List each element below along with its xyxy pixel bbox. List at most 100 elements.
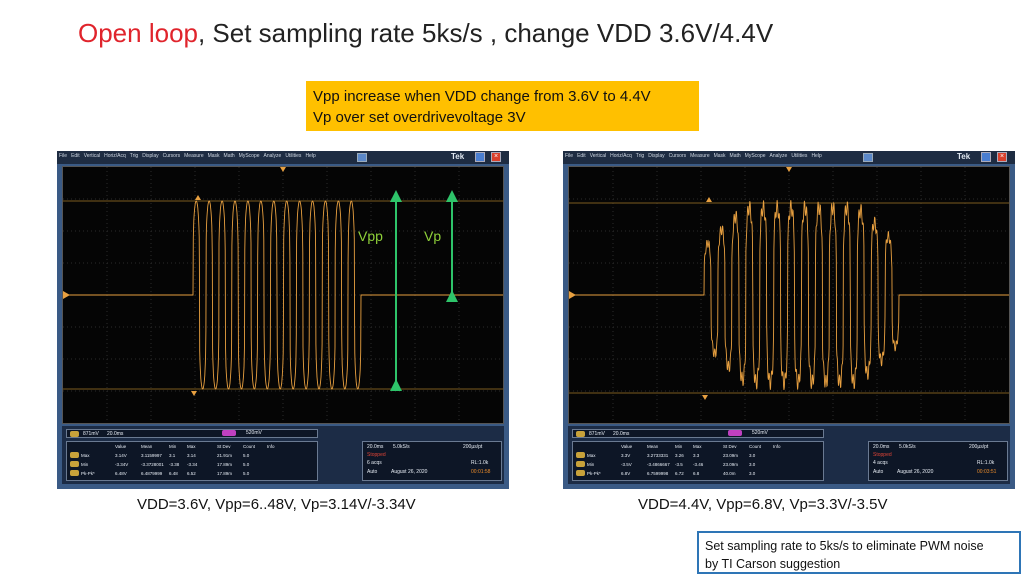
table-cell: 6.4879999 [141, 471, 163, 476]
table-cell: -3.5 [675, 462, 683, 467]
menu-display[interactable]: Display [142, 153, 159, 159]
table-header: Value [115, 444, 127, 449]
time-div: 20.0ms [107, 431, 124, 437]
waveform-trace [63, 200, 503, 390]
scope-screenshot-vdd-3v6: File Edit Vertical Horiz/Acq Trig Display Curs… [57, 151, 509, 489]
menu-mask[interactable]: Mask [207, 153, 220, 159]
menu-vertical[interactable]: Vertical [589, 153, 607, 159]
acq-count: 4 acqs [873, 460, 888, 466]
menu-utilities[interactable]: Utilities [791, 153, 808, 159]
close-icon[interactable]: × [491, 152, 501, 162]
table-row-label: Pk-Pk* [587, 471, 601, 476]
math-badge [728, 430, 742, 436]
tek-logo: Tek [451, 152, 465, 161]
channel-scale-bar: 871mV 20.0ms [572, 429, 824, 438]
help-icon[interactable] [357, 153, 367, 162]
table-header: Mean [647, 444, 659, 449]
table-cell: 17.89m [217, 462, 233, 467]
menu-items: File Edit Vertical Horiz/Acq Trig Display Curs… [565, 153, 826, 159]
table-cell: 6.48 [169, 471, 178, 476]
math-scale-bar: 520mV [728, 429, 824, 438]
menu-myscope[interactable]: MyScope [238, 153, 260, 159]
table-row-label: Min [587, 462, 595, 467]
menu-utilities[interactable]: Utilities [285, 153, 302, 159]
channel-scale-bar: 871mV 20.0ms [66, 429, 318, 438]
trigger-mode: Auto [367, 469, 378, 475]
table-header: St Dev [217, 444, 231, 449]
menu-edit[interactable]: Edit [71, 153, 80, 159]
table-cell: -3.3728001 [141, 462, 164, 467]
table-row-label: Max [587, 453, 596, 458]
menu-measure[interactable]: Measure [184, 153, 204, 159]
waveform-trace [569, 200, 1009, 390]
waveform-display [63, 167, 503, 423]
menu-analyze[interactable]: Analyze [769, 153, 788, 159]
menu-display[interactable]: Display [648, 153, 665, 159]
ground-marker-icon [569, 291, 576, 299]
menu-math[interactable]: Math [729, 153, 741, 159]
table-cell: 5.0 [243, 471, 250, 476]
trigger-position-icon [280, 167, 286, 172]
menu-trig[interactable]: Trig [129, 153, 139, 159]
bottom-note-line-1: Set sampling rate to 5ks/s to eliminate … [705, 539, 984, 553]
horizontal-scale: 20.0ms [367, 444, 384, 450]
menu-myscope[interactable]: MyScope [744, 153, 766, 159]
table-cell: 3.2733331 [647, 453, 669, 458]
horizontal-scale: 20.0ms [873, 444, 890, 450]
slide-title: Open loop, Set sampling rate 5ks/s , cha… [78, 18, 773, 49]
channel-1-badge [576, 431, 585, 437]
table-cell: -3.5V [621, 462, 632, 467]
scope-graticule [62, 166, 504, 424]
menu-horiz-acq[interactable]: Horiz/Acq [610, 153, 632, 159]
menu-file[interactable]: File [59, 153, 68, 159]
menu-trig[interactable]: Trig [635, 153, 645, 159]
table-cell: 3.26 [675, 453, 684, 458]
table-cell: 3.0 [749, 462, 756, 467]
menu-analyze[interactable]: Analyze [263, 153, 282, 159]
measurement-panel: 871mV 20.0ms 520mV Value Mean Min Max St Dev Cou… [568, 426, 1010, 484]
acq-date: August 26, 2020 [391, 469, 428, 475]
caption-scope-2: VDD=4.4V, Vpp=6.8V, Vp=3.3V/-3.5V [638, 496, 888, 513]
menu-measure[interactable]: Measure [690, 153, 710, 159]
menu-vertical[interactable]: Vertical [83, 153, 101, 159]
points-per-division: 200µs/pt [969, 444, 989, 450]
row-channel-badge [70, 470, 79, 476]
channel-1-badge [70, 431, 79, 437]
table-row-label: Max [81, 453, 90, 458]
measurement-table: Value Mean Min Max St Dev Count Info Max 3.3V 3.2… [572, 441, 824, 481]
table-cell: -3.34V [115, 462, 129, 467]
measurement-table: Value Mean Min Max St Dev Count Info Max 3.14V 3.… [66, 441, 318, 481]
menu-cursors[interactable]: Cursors [162, 153, 181, 159]
table-cell: 3.14V [115, 453, 127, 458]
menu-help[interactable]: Help [305, 153, 316, 159]
channel-scale: 871mV [589, 431, 605, 437]
table-cell: 3.14 [187, 453, 196, 458]
menu-math[interactable]: Math [223, 153, 235, 159]
menu-horiz-acq[interactable]: Horiz/Acq [104, 153, 126, 159]
table-cell: 23.09m [723, 462, 739, 467]
table-row-label: Pk-Pk* [81, 471, 95, 476]
measurement-panel: 871mV 20.0ms 520mV Value Mean Min Max St Dev Cou… [62, 426, 504, 484]
menu-help[interactable]: Help [811, 153, 822, 159]
table-header: Max [187, 444, 196, 449]
minimize-icon[interactable] [981, 152, 991, 162]
min-cursor-icon [702, 395, 708, 400]
math-badge [222, 430, 236, 436]
scope-menubar: File Edit Vertical Horiz/Acq Trig Display Curs… [563, 151, 1015, 164]
menu-file[interactable]: File [565, 153, 574, 159]
help-icon[interactable] [863, 153, 873, 162]
table-cell: 6.8V [621, 471, 631, 476]
menu-mask[interactable]: Mask [713, 153, 726, 159]
table-cell: 5.0 [243, 453, 250, 458]
note-line-1: Vpp increase when VDD change from 3.6V t… [313, 88, 651, 105]
table-header: Info [773, 444, 781, 449]
close-icon[interactable]: × [997, 152, 1007, 162]
record-length: RL:1.0k [977, 460, 995, 466]
table-cell: -3.34 [187, 462, 198, 467]
minimize-icon[interactable] [475, 152, 485, 162]
acq-count: 6 acqs [367, 460, 382, 466]
caption-scope-1: VDD=3.6V, Vpp=6..48V, Vp=3.14V/-3.34V [137, 496, 416, 513]
menu-cursors[interactable]: Cursors [668, 153, 687, 159]
menu-edit[interactable]: Edit [577, 153, 586, 159]
